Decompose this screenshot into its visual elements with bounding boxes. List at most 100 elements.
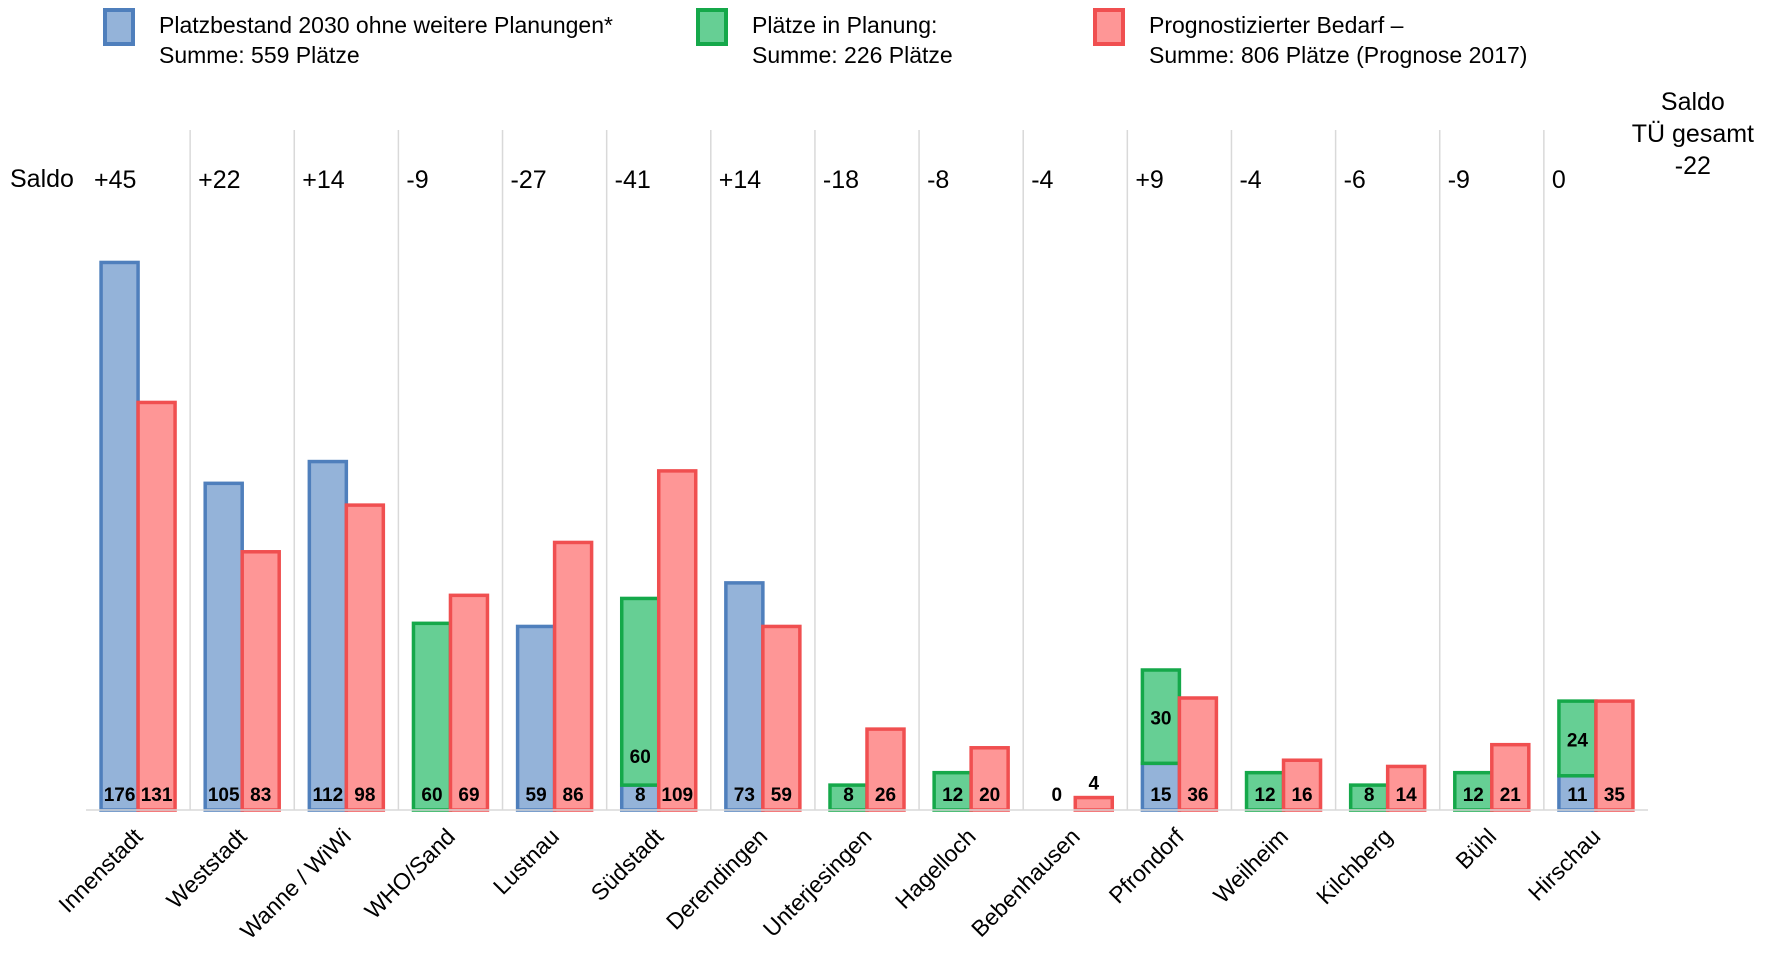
bar-bestand <box>307 459 349 812</box>
saldo-total-line2: TÜ gesamt <box>1631 120 1754 148</box>
category-label: Unterjesingen <box>758 823 877 942</box>
value-label: 14 <box>1396 785 1418 806</box>
bar-bedarf <box>1073 795 1115 812</box>
bar-bedarf <box>1177 696 1219 812</box>
legend-swatch <box>1093 8 1125 46</box>
legend-line1: Plätze in Planung: <box>752 12 938 38</box>
legend-text: Platzbestand 2030 ohne weitere Planungen… <box>159 10 613 70</box>
value-label: 83 <box>250 785 271 806</box>
bar-planung <box>411 621 453 812</box>
saldo-value: -9 <box>1448 166 1470 194</box>
saldo-value: -27 <box>511 166 547 194</box>
value-label: 16 <box>1291 785 1312 806</box>
value-label: 21 <box>1500 785 1522 806</box>
saldo-value: +14 <box>302 166 345 194</box>
value-label: 109 <box>661 785 693 806</box>
bar-bestand <box>724 581 765 812</box>
saldo-total: Saldo TÜ gesamt -22 <box>1632 86 1754 182</box>
category-label: Südstadt <box>586 823 669 906</box>
saldo-value: +9 <box>1135 166 1164 194</box>
bar-bedarf <box>761 624 802 812</box>
saldo-row-label: Saldo <box>10 165 74 193</box>
value-label: 69 <box>458 785 479 806</box>
bar-bedarf <box>552 540 594 812</box>
legend-text: Plätze in Planung: Summe: 226 Plätze <box>752 10 953 70</box>
value-label: 12 <box>942 785 963 806</box>
category-label: Hagelloch <box>890 823 981 914</box>
saldo-value: +45 <box>94 166 136 194</box>
category-label: WHO/Sand <box>359 823 460 924</box>
value-label: 60 <box>421 785 442 806</box>
value-label: 60 <box>630 747 651 768</box>
bar-planung <box>1557 699 1598 778</box>
saldo-total-line1: Saldo <box>1660 88 1725 116</box>
saldo-value: -4 <box>1239 166 1261 194</box>
saldo-value: -41 <box>615 166 651 194</box>
saldo-value: +14 <box>719 166 762 194</box>
bar-bedarf <box>656 469 698 812</box>
legend-line1: Prognostizierter Bedarf – <box>1149 12 1404 38</box>
category-label: Bebenhausen <box>966 823 1085 942</box>
saldo-value: -9 <box>406 166 428 194</box>
bar-bedarf <box>344 503 386 812</box>
legend: Platzbestand 2030 ohne weitere Planungen… <box>0 0 1780 90</box>
value-label: 105 <box>208 785 240 806</box>
bar-bedarf <box>240 550 281 812</box>
value-label: 4 <box>1088 774 1099 795</box>
legend-line2: Summe: 559 Plätze <box>159 42 360 68</box>
category-label: Innenstadt <box>53 823 148 918</box>
value-label: 59 <box>526 785 547 806</box>
legend-swatch <box>696 8 728 46</box>
category-label: Wanne / WiWi <box>235 823 356 944</box>
saldo-value: -8 <box>927 166 949 194</box>
value-label: 24 <box>1567 730 1589 751</box>
category-label: Pfrondorf <box>1104 823 1190 909</box>
bar-bestand <box>515 624 557 812</box>
value-label: 131 <box>141 785 173 806</box>
legend-text: Prognostizierter Bedarf – Summe: 806 Plät… <box>1149 10 1527 70</box>
legend-line2: Summe: 226 Plätze <box>752 42 953 68</box>
legend-line2: Summe: 806 Plätze (Prognose 2017) <box>1149 42 1528 68</box>
value-label: 36 <box>1187 785 1208 806</box>
value-label: 59 <box>771 785 792 806</box>
value-label: 8 <box>843 785 854 806</box>
value-label: 15 <box>1150 785 1172 806</box>
bar-bedarf <box>865 727 906 812</box>
value-label: 35 <box>1604 785 1626 806</box>
category-label: Hirschau <box>1523 823 1606 906</box>
category-label: Kilchberg <box>1311 823 1397 909</box>
bar-bestand <box>203 481 244 812</box>
category-label: Bühl <box>1450 823 1501 874</box>
saldo-total-value: -22 <box>1674 152 1711 180</box>
bar-bestand <box>99 260 140 812</box>
value-label: 86 <box>563 785 584 806</box>
saldo-value: -18 <box>823 166 859 194</box>
value-label: 0 <box>1051 785 1062 806</box>
bar-bedarf <box>1490 742 1531 812</box>
value-label: 30 <box>1150 709 1171 730</box>
bar-bedarf <box>136 400 177 812</box>
saldo-value: -4 <box>1031 166 1053 194</box>
value-label: 98 <box>354 785 375 806</box>
value-label: 73 <box>734 785 755 806</box>
value-label: 12 <box>1254 785 1275 806</box>
legend-line1: Platzbestand 2030 ohne weitere Planungen… <box>159 12 613 38</box>
saldo-value: 0 <box>1552 166 1566 194</box>
bar-bedarf <box>448 593 490 812</box>
value-label: 11 <box>1567 785 1588 806</box>
category-label: Weilheim <box>1208 823 1293 908</box>
legend-swatch <box>103 8 135 46</box>
saldo-value: -6 <box>1344 166 1366 194</box>
value-label: 26 <box>875 785 896 806</box>
value-label: 8 <box>1364 785 1375 806</box>
value-label: 112 <box>313 785 344 806</box>
value-label: 12 <box>1463 785 1484 806</box>
category-label: Weststadt <box>161 823 252 914</box>
value-label: 176 <box>104 785 136 806</box>
category-label: Derendingen <box>661 823 773 935</box>
bar-bedarf <box>1385 764 1427 812</box>
value-label: 20 <box>979 785 1000 806</box>
value-label: 8 <box>635 785 646 806</box>
bar-bedarf <box>1594 699 1635 812</box>
